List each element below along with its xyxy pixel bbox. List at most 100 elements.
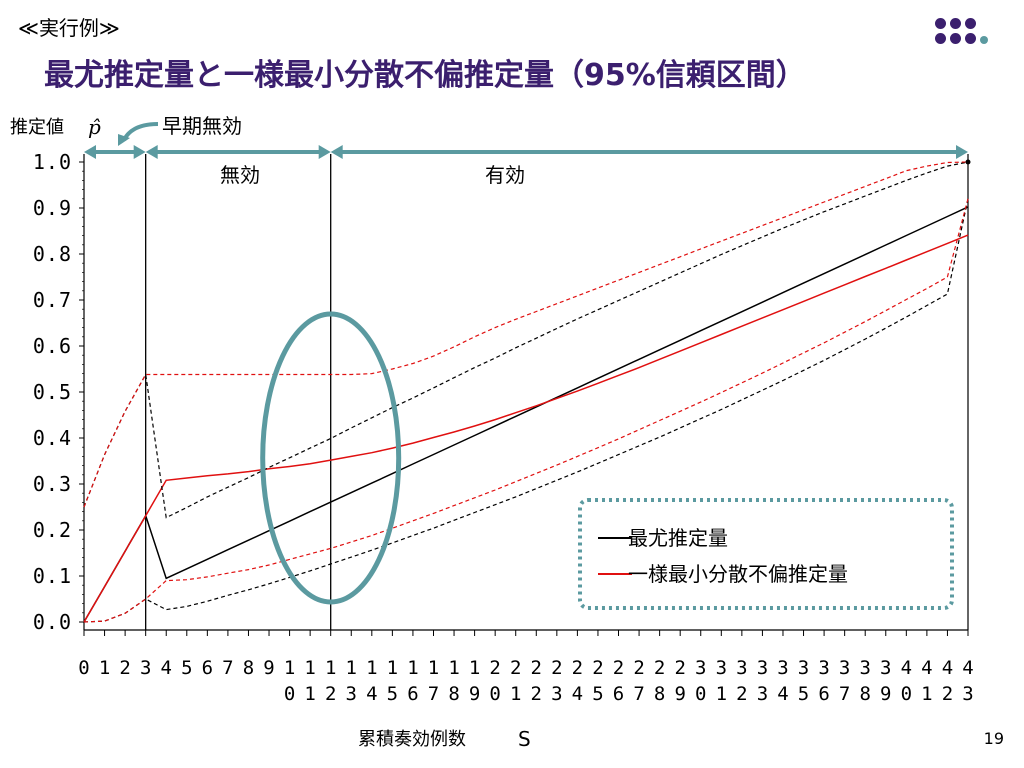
svg-text:1: 1 — [325, 657, 336, 679]
page-number: 19 — [983, 729, 1004, 748]
x-tick-label: 37 — [839, 657, 850, 705]
svg-text:3: 3 — [798, 657, 809, 679]
svg-text:4: 4 — [161, 657, 172, 679]
x-tick-label: 27 — [633, 657, 644, 705]
logo-dot — [965, 18, 976, 29]
x-tick-label: 26 — [613, 657, 624, 705]
y-tick-label: 0.1 — [33, 564, 72, 588]
svg-text:0: 0 — [695, 683, 706, 705]
svg-text:2: 2 — [531, 683, 542, 705]
y-tick-label: 0.7 — [33, 288, 72, 312]
highlight-ellipse — [260, 311, 402, 605]
label-ineffective: 無効 — [220, 163, 260, 187]
svg-text:9: 9 — [880, 683, 891, 705]
svg-text:1: 1 — [510, 683, 521, 705]
x-tick-label: 1 — [99, 657, 110, 679]
x-tick-label: 23 — [551, 657, 562, 705]
svg-text:4: 4 — [777, 683, 788, 705]
x-tick-label: 31 — [716, 657, 727, 705]
y-tick-label: 0.2 — [33, 518, 72, 542]
x-tick-label: 3 — [140, 657, 151, 679]
svg-text:6: 6 — [613, 683, 624, 705]
svg-text:1: 1 — [448, 657, 459, 679]
x-tick-label: 30 — [695, 657, 706, 705]
x-tick-label: 17 — [428, 657, 439, 705]
svg-text:2: 2 — [633, 657, 644, 679]
svg-text:3: 3 — [716, 657, 727, 679]
x-tick-label: 33 — [757, 657, 768, 705]
svg-text:6: 6 — [407, 683, 418, 705]
x-tick-label: 36 — [818, 657, 829, 705]
svg-text:6: 6 — [202, 657, 213, 679]
x-tick-label: 19 — [469, 657, 480, 705]
logo-dot — [950, 33, 961, 44]
svg-text:8: 8 — [859, 683, 870, 705]
svg-text:0: 0 — [489, 683, 500, 705]
example-label: ≪実行例≫ — [18, 16, 120, 40]
logo-dot — [950, 18, 961, 29]
x-tick-label: 14 — [366, 657, 377, 705]
series-line-3 — [83, 161, 969, 508]
x-tick-label: 4 — [161, 657, 172, 679]
early-ineffective-pointer-head — [118, 134, 130, 146]
svg-text:0: 0 — [284, 683, 295, 705]
x-tick-label: 20 — [489, 657, 500, 705]
svg-text:2: 2 — [572, 657, 583, 679]
svg-text:7: 7 — [633, 683, 644, 705]
arrow-early-ineffective-head-right — [133, 145, 146, 159]
x-tick-label: 28 — [654, 657, 665, 705]
svg-text:1: 1 — [304, 683, 315, 705]
x-tick-label: 13 — [346, 657, 357, 705]
svg-text:8: 8 — [448, 683, 459, 705]
label-early-ineffective: 早期無効 — [162, 114, 242, 138]
logo-dot — [935, 33, 946, 44]
svg-text:8: 8 — [243, 657, 254, 679]
x-tick-label: 8 — [243, 657, 254, 679]
svg-text:3: 3 — [859, 657, 870, 679]
svg-text:3: 3 — [777, 657, 788, 679]
slide-title: 最尤推定量と一様最小分散不偏推定量（95%信頼区間） — [44, 58, 806, 93]
svg-text:3: 3 — [839, 657, 850, 679]
x-tick-label: 43 — [962, 657, 973, 705]
x-tick-label: 21 — [510, 657, 521, 705]
svg-text:5: 5 — [181, 657, 192, 679]
series-line-0 — [83, 206, 969, 623]
svg-text:1: 1 — [284, 657, 295, 679]
y-tick-label: 0.6 — [33, 334, 72, 358]
svg-text:9: 9 — [263, 657, 274, 679]
x-tick-label: 40 — [901, 657, 912, 705]
svg-text:2: 2 — [325, 683, 336, 705]
svg-text:3: 3 — [140, 657, 151, 679]
svg-text:4: 4 — [942, 657, 953, 679]
arrow-ineffective-head-left — [145, 145, 158, 159]
svg-text:5: 5 — [592, 683, 603, 705]
legend-box — [578, 498, 954, 610]
y-tick-label: 0.8 — [33, 242, 72, 266]
svg-text:2: 2 — [510, 657, 521, 679]
svg-text:4: 4 — [921, 657, 932, 679]
endpoint-marker — [965, 159, 971, 165]
legend-label-umvue: 一様最小分散不偏推定量 — [628, 562, 848, 586]
series-line-1 — [83, 234, 969, 623]
x-tick-label: 38 — [859, 657, 870, 705]
x-tick-label: 42 — [942, 657, 953, 705]
svg-text:3: 3 — [695, 657, 706, 679]
svg-text:2: 2 — [119, 657, 130, 679]
x-tick-label: 34 — [777, 657, 788, 705]
svg-text:2: 2 — [942, 683, 953, 705]
series-line-2 — [83, 161, 969, 519]
arrow-ineffective-head-right — [318, 145, 331, 159]
x-tick-label: 29 — [674, 657, 685, 705]
x-tick-label: 24 — [572, 657, 583, 705]
x-tick-label: 7 — [222, 657, 233, 679]
svg-text:5: 5 — [387, 683, 398, 705]
y-axis-label: 推定値 — [10, 117, 64, 138]
svg-text:1: 1 — [304, 657, 315, 679]
y-tick-label: 1.0 — [33, 150, 72, 174]
x-tick-label: 32 — [736, 657, 747, 705]
svg-text:3: 3 — [736, 657, 747, 679]
x-tick-label: 41 — [921, 657, 932, 705]
svg-text:6: 6 — [818, 683, 829, 705]
svg-text:2: 2 — [613, 657, 624, 679]
logo-dot — [980, 36, 988, 44]
